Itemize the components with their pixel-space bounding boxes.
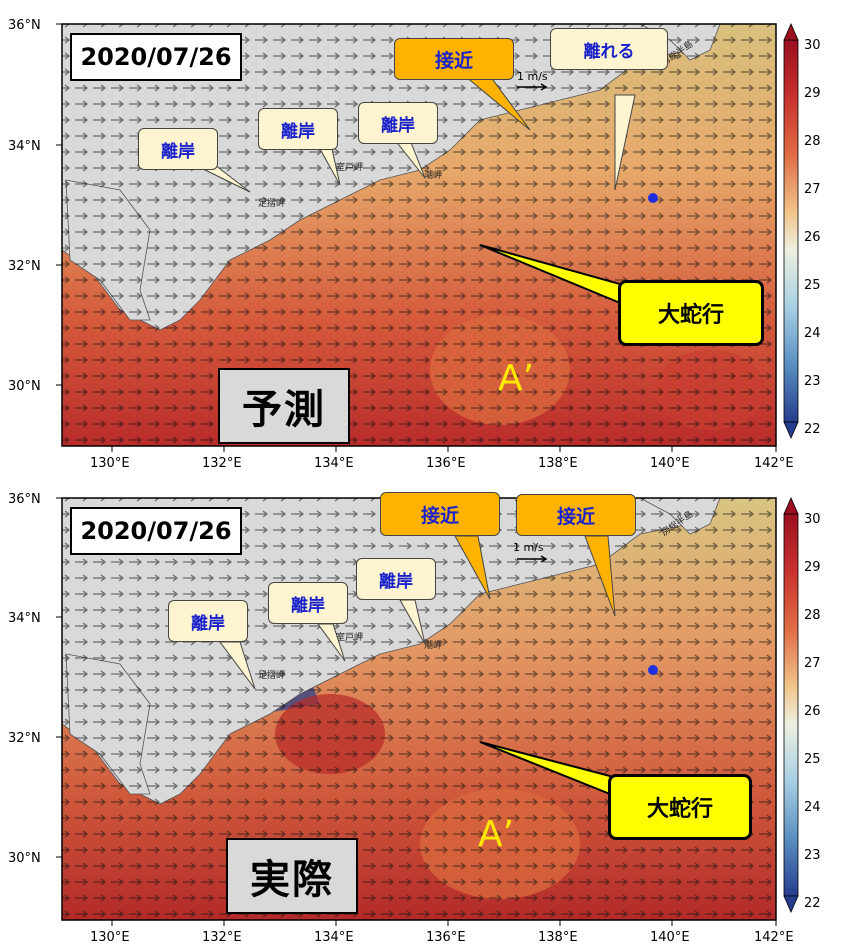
svg-text:140°E: 140°E [650, 930, 690, 945]
svg-text:25: 25 [804, 752, 821, 767]
svg-text:30°N: 30°N [8, 379, 41, 394]
eddy-label: A’ [498, 358, 535, 399]
callout-2: 離岸 [258, 108, 338, 150]
svg-text:26: 26 [804, 704, 821, 719]
meander-callout: 大蛇行 [618, 280, 764, 346]
svg-text:23: 23 [804, 374, 821, 389]
observation-marker [648, 193, 658, 203]
svg-text:27: 27 [804, 182, 821, 197]
svg-text:36°N: 36°N [8, 18, 41, 33]
svg-text:136°E: 136°E [426, 930, 466, 945]
svg-text:22: 22 [804, 896, 821, 911]
reference-vector-label: 1 m/s [517, 70, 548, 83]
svg-text:24: 24 [804, 326, 821, 341]
place-muroto: 室戸岬 [336, 631, 363, 643]
svg-text:29: 29 [804, 86, 821, 101]
svg-text:34°N: 34°N [8, 611, 41, 626]
svg-text:30°N: 30°N [8, 851, 41, 866]
forecast-map: 1 m/s 足摺岬 室戸岬 潮岬 房総半島 30°N 32°N 34°N 36°… [8, 18, 821, 471]
svg-text:28: 28 [804, 134, 821, 149]
svg-text:36°N: 36°N [8, 492, 41, 507]
callout-4: 接近 [380, 492, 500, 536]
callout-3: 離岸 [358, 102, 438, 144]
callout-3: 離岸 [356, 558, 436, 600]
callout-2: 離岸 [268, 582, 348, 624]
callout-1: 離岸 [138, 128, 218, 170]
mode-label: 実際 [226, 838, 358, 914]
date-label: 2020/07/26 [70, 507, 242, 555]
observed-panel: 1 m/s 足摺岬 室戸岬 潮岬 房総半島 30°N 32°N 34°N 36°… [0, 474, 848, 948]
svg-text:130°E: 130°E [90, 930, 130, 945]
svg-text:24: 24 [804, 800, 821, 815]
place-ashizuri: 足摺岬 [258, 197, 285, 209]
svg-text:134°E: 134°E [314, 930, 354, 945]
svg-text:29: 29 [804, 560, 821, 575]
longitude-ticks: 130°E 132°E 134°E 136°E 138°E 140°E 142°… [90, 920, 794, 945]
place-shiono: 潮岬 [424, 639, 442, 651]
place-shiono: 潮岬 [424, 169, 442, 181]
callout-5: 離れる [550, 28, 668, 70]
latitude-ticks: 30°N 32°N 34°N 36°N [8, 492, 62, 866]
svg-text:140°E: 140°E [650, 456, 690, 471]
colorbar: 30 29 28 27 26 25 24 23 22 [783, 23, 821, 439]
svg-text:138°E: 138°E [538, 456, 578, 471]
svg-text:32°N: 32°N [8, 259, 41, 274]
svg-text:134°E: 134°E [314, 456, 354, 471]
colorbar: 30 29 28 27 26 25 24 23 22 [783, 497, 821, 913]
svg-text:22: 22 [804, 422, 821, 437]
mode-label: 予測 [218, 368, 350, 444]
callout-1: 離岸 [168, 600, 248, 642]
callout-4: 接近 [394, 38, 514, 80]
svg-text:30: 30 [804, 512, 821, 527]
svg-text:142°E: 142°E [754, 930, 794, 945]
date-label: 2020/07/26 [70, 33, 242, 81]
svg-text:132°E: 132°E [202, 930, 242, 945]
callout-5: 接近 [516, 494, 636, 536]
reference-vector-label: 1 m/s [513, 541, 544, 554]
svg-text:26: 26 [804, 230, 821, 245]
forecast-panel: 1 m/s 足摺岬 室戸岬 潮岬 房総半島 30°N 32°N 34°N 36°… [8, 18, 821, 471]
svg-text:130°E: 130°E [90, 456, 130, 471]
svg-text:23: 23 [804, 848, 821, 863]
svg-text:30: 30 [804, 38, 821, 53]
longitude-ticks: 130°E 132°E 134°E 136°E 138°E 140°E 142°… [90, 446, 794, 471]
meander-callout: 大蛇行 [608, 774, 752, 840]
latitude-ticks: 30°N 32°N 34°N 36°N [8, 18, 62, 394]
place-ashizuri: 足摺岬 [258, 669, 285, 681]
svg-text:136°E: 136°E [426, 456, 466, 471]
svg-text:34°N: 34°N [8, 139, 41, 154]
svg-text:27: 27 [804, 656, 821, 671]
svg-text:25: 25 [804, 278, 821, 293]
svg-text:132°E: 132°E [202, 456, 242, 471]
svg-text:28: 28 [804, 608, 821, 623]
eddy-label: A’ [478, 814, 515, 855]
current-vectors [62, 24, 776, 446]
svg-text:32°N: 32°N [8, 731, 41, 746]
svg-text:142°E: 142°E [754, 456, 794, 471]
svg-text:138°E: 138°E [538, 930, 578, 945]
observation-marker [648, 665, 658, 675]
place-muroto: 室戸岬 [336, 161, 363, 173]
